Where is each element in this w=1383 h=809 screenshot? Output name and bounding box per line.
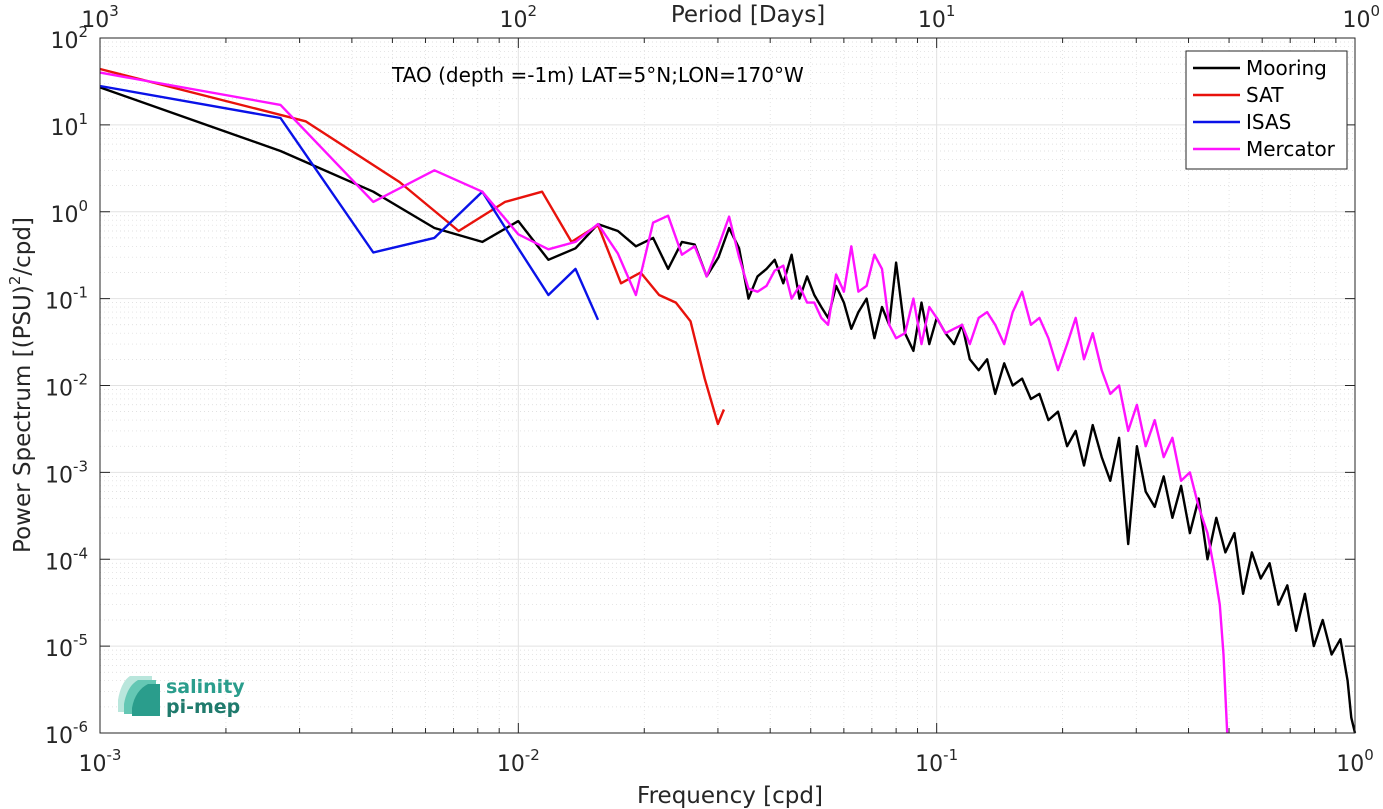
x-tick-label: 10-1 bbox=[915, 746, 958, 777]
y-tick-label: 10-4 bbox=[45, 544, 88, 575]
y-tick-label-exp: -2 bbox=[73, 371, 88, 389]
logo-wave-front bbox=[132, 684, 160, 716]
legend-label-isas: ISAS bbox=[1246, 110, 1291, 134]
logo-text-salinity: salinity bbox=[166, 676, 245, 698]
y-tick-label-exp: -6 bbox=[73, 718, 88, 736]
top-tick-label-exp: 0 bbox=[1370, 2, 1380, 20]
x-tick-label: 10-2 bbox=[497, 746, 540, 777]
y-axis-label-sup: 2 bbox=[6, 276, 24, 286]
y-tick-label: 102 bbox=[50, 23, 88, 54]
tick-labels: 10-3 10-2 10-1 10010210110010-110-210-310-4… bbox=[45, 2, 1380, 777]
top-tick-label: 103 bbox=[81, 2, 119, 33]
y-tick-label: 101 bbox=[50, 110, 88, 141]
y-tick-label-exp: 0 bbox=[78, 197, 88, 215]
y-tick-label: 10-1 bbox=[45, 284, 88, 315]
top-tick-label: 101 bbox=[918, 2, 956, 33]
y-tick-label-base: 10 bbox=[50, 116, 78, 141]
y-tick-label-base: 10 bbox=[45, 463, 73, 488]
x-tick-label-exp: -1 bbox=[943, 746, 958, 764]
x-tick-label-base: 10 bbox=[1336, 752, 1364, 777]
y-axis-label-main: Power Spectrum [(PSU) bbox=[10, 285, 36, 553]
y-tick-label-exp: -3 bbox=[73, 457, 88, 475]
series-line-mercator bbox=[99, 71, 1229, 734]
legend: Mooring SAT ISAS Mercator bbox=[1185, 50, 1348, 170]
y-tick-label-base: 10 bbox=[50, 29, 78, 54]
top-tick-label-exp: 1 bbox=[946, 2, 956, 20]
y-tick-label: 10-2 bbox=[45, 371, 88, 402]
y-axis-label: Power Spectrum [(PSU)2/cpd] bbox=[6, 217, 36, 553]
x-tick-label: 100 bbox=[1336, 746, 1374, 777]
y-tick-label: 10-6 bbox=[45, 718, 88, 749]
x-tick-label-exp: 0 bbox=[1364, 746, 1374, 764]
top-axis-label: Period [Days] bbox=[671, 2, 825, 28]
top-tick-label-base: 10 bbox=[1342, 8, 1370, 33]
top-tick-label-base: 10 bbox=[918, 8, 946, 33]
y-tick-label: 10-5 bbox=[45, 631, 88, 662]
y-tick-label-exp: 1 bbox=[78, 110, 88, 128]
top-tick-label-base: 10 bbox=[81, 8, 109, 33]
y-axis-label-tail: /cpd] bbox=[10, 217, 36, 276]
legend-label-mooring: Mooring bbox=[1246, 56, 1327, 80]
axis-ticks bbox=[99, 37, 1356, 734]
y-tick-label: 10-3 bbox=[45, 457, 88, 488]
y-tick-label-exp: 2 bbox=[78, 23, 88, 41]
x-tick-label-exp: -2 bbox=[525, 746, 540, 764]
top-tick-label-exp: 3 bbox=[109, 2, 119, 20]
x-tick-label-base: 10 bbox=[497, 752, 525, 777]
top-tick-label: 100 bbox=[1342, 2, 1380, 33]
salinity-pi-mep-logo: salinity pi-mep bbox=[118, 676, 245, 718]
y-tick-label: 100 bbox=[50, 197, 88, 228]
y-tick-label-exp: -5 bbox=[73, 631, 88, 649]
y-tick-label-base: 10 bbox=[45, 724, 73, 749]
top-tick-label-base: 10 bbox=[500, 8, 528, 33]
y-tick-label-exp: -1 bbox=[73, 284, 88, 302]
series-line-sat bbox=[99, 67, 726, 426]
series-lines bbox=[99, 67, 1357, 734]
top-tick-label-exp: 2 bbox=[528, 2, 538, 20]
y-tick-label-base: 10 bbox=[45, 637, 73, 662]
y-tick-label-base: 10 bbox=[50, 203, 78, 228]
x-axis-label: Frequency [cpd] bbox=[637, 783, 823, 809]
legend-label-mercator: Mercator bbox=[1246, 137, 1336, 161]
x-tick-label-base: 10 bbox=[915, 752, 943, 777]
grid-major bbox=[99, 37, 1356, 734]
chart-title: TAO (depth =-1m) LAT=5°N;LON=170°W bbox=[391, 63, 804, 87]
top-tick-label: 102 bbox=[500, 2, 538, 33]
x-tick-label-base: 10 bbox=[79, 752, 107, 777]
x-tick-label: 10-3 bbox=[79, 746, 122, 777]
legend-label-sat: SAT bbox=[1246, 83, 1284, 107]
logo-text-pimep: pi-mep bbox=[166, 696, 240, 718]
y-tick-label-base: 10 bbox=[45, 550, 73, 575]
y-tick-label-base: 10 bbox=[45, 377, 73, 402]
x-tick-label-exp: -3 bbox=[107, 746, 122, 764]
y-tick-label-base: 10 bbox=[45, 290, 73, 315]
y-tick-label-exp: -4 bbox=[73, 544, 88, 562]
